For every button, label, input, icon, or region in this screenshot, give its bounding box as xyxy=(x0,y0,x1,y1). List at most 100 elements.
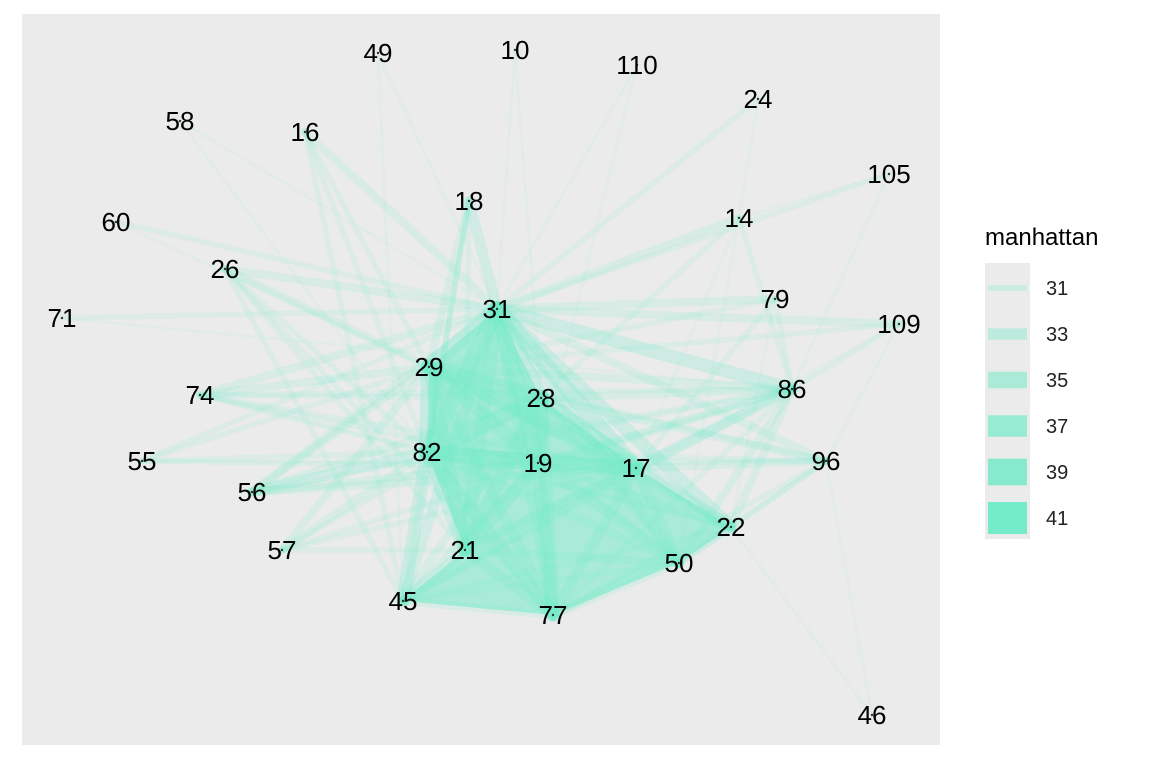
edge-22-29 xyxy=(424,362,736,532)
node-label-19: 19 xyxy=(524,448,553,478)
edge-79-22 xyxy=(729,297,777,529)
edge-109-17 xyxy=(634,322,901,470)
edge-29-18 xyxy=(424,196,474,372)
node-point-18 xyxy=(467,199,471,203)
edge-21-50 xyxy=(460,545,684,568)
edge-82-19 xyxy=(419,444,546,471)
edge-22-86 xyxy=(726,384,797,532)
edge-56-86 xyxy=(249,386,795,495)
node-point-10 xyxy=(513,48,517,52)
edge-29-56 xyxy=(247,362,434,497)
edge-17-22 xyxy=(630,462,737,533)
node-point-71 xyxy=(60,316,64,320)
edge-17-96 xyxy=(631,456,831,473)
node-label-49: 49 xyxy=(364,38,393,68)
edge-29-28 xyxy=(421,359,549,406)
node-point-109 xyxy=(897,322,901,326)
edge-82-56 xyxy=(246,446,433,498)
edge-45-77 xyxy=(398,596,558,620)
node-point-57 xyxy=(280,548,284,552)
edge-31-58 xyxy=(178,119,499,311)
edge-18-82 xyxy=(424,198,472,455)
edge-96-29 xyxy=(426,364,829,464)
node-label-14: 14 xyxy=(725,203,754,233)
edge-31-96 xyxy=(492,304,831,466)
edge-86-109 xyxy=(789,321,902,392)
edge-28-77 xyxy=(534,391,560,622)
edge-57-17 xyxy=(279,465,639,553)
edge-105-86 xyxy=(790,172,891,391)
edge-82-57 xyxy=(277,447,432,555)
edge-31-82 xyxy=(419,301,505,460)
node-point-26 xyxy=(223,267,227,271)
node-point-77 xyxy=(551,613,555,617)
node-point-55 xyxy=(140,459,144,463)
edge-31-19 xyxy=(489,301,546,471)
edge-96-82 xyxy=(424,449,829,464)
edge-29-57 xyxy=(277,362,434,555)
edge-14-28 xyxy=(538,215,742,401)
node-point-79 xyxy=(773,297,777,301)
edge-28-82 xyxy=(419,390,549,460)
node-point-49 xyxy=(376,51,380,55)
edge-86-29 xyxy=(424,362,797,394)
edge-77-17 xyxy=(547,462,642,621)
edge-45-22 xyxy=(400,524,734,604)
node-label-110: 110 xyxy=(616,50,657,80)
edge-10-28 xyxy=(513,48,543,400)
edge-56-28 xyxy=(247,393,546,497)
edge-31-22 xyxy=(490,302,738,534)
edge-22-82 xyxy=(424,449,734,530)
edge-31-17 xyxy=(489,301,644,476)
edge-82-55 xyxy=(139,449,430,464)
edge-18-21 xyxy=(462,198,472,553)
edge-22-46 xyxy=(729,525,874,717)
edge-31-49 xyxy=(376,51,499,311)
edge-55-17 xyxy=(139,458,639,471)
edge-45-86 xyxy=(400,386,795,604)
edge-29-82 xyxy=(419,359,437,460)
edge-77-22 xyxy=(548,522,736,620)
edge-50-22 xyxy=(674,522,736,568)
edge-28-19 xyxy=(530,390,549,471)
node-point-16 xyxy=(303,130,307,134)
edge-26-45 xyxy=(222,266,406,604)
node-point-21 xyxy=(463,548,467,552)
node-point-86 xyxy=(790,387,794,391)
edge-layer xyxy=(59,48,904,717)
node-point-46 xyxy=(870,713,874,717)
legend: manhattan 31 33 35 37 39 41 xyxy=(985,224,1098,539)
node-label-31: 31 xyxy=(483,294,512,324)
edge-17-86 xyxy=(630,383,798,474)
node-label-45: 45 xyxy=(389,586,418,616)
edge-82-45 xyxy=(396,445,434,608)
edge-31-16 xyxy=(300,127,502,314)
node-point-96 xyxy=(824,459,828,463)
edge-86-79 xyxy=(772,296,795,392)
node-point-56 xyxy=(250,490,254,494)
edge-19-50 xyxy=(532,457,685,569)
node-label-16: 16 xyxy=(291,117,320,147)
edge-79-29 xyxy=(426,296,778,370)
legend-label-41: 41 xyxy=(1046,508,1068,530)
edge-14-50 xyxy=(677,216,741,565)
edge-110-19 xyxy=(536,63,639,465)
node-label-46: 46 xyxy=(858,700,887,730)
edge-86-21 xyxy=(462,386,795,553)
edge-31-26 xyxy=(220,264,502,314)
edge-29-17 xyxy=(422,360,643,475)
node-label-56: 56 xyxy=(238,477,267,507)
legend-label-35: 35 xyxy=(1046,370,1068,392)
edge-26-21 xyxy=(222,266,468,553)
edge-74-28 xyxy=(197,392,544,401)
edge-49-45 xyxy=(376,51,405,603)
edge-105-14 xyxy=(737,172,891,220)
edge-31-105 xyxy=(494,171,892,312)
edge-31-14 xyxy=(492,213,744,314)
edge-19-86 xyxy=(533,384,797,468)
edge-28-17 xyxy=(533,390,644,476)
edge-31-109 xyxy=(492,304,904,329)
edge-31-74 xyxy=(195,304,502,400)
edge-96-19 xyxy=(535,458,829,466)
legend-items: 31 33 35 37 39 41 xyxy=(988,278,1068,534)
